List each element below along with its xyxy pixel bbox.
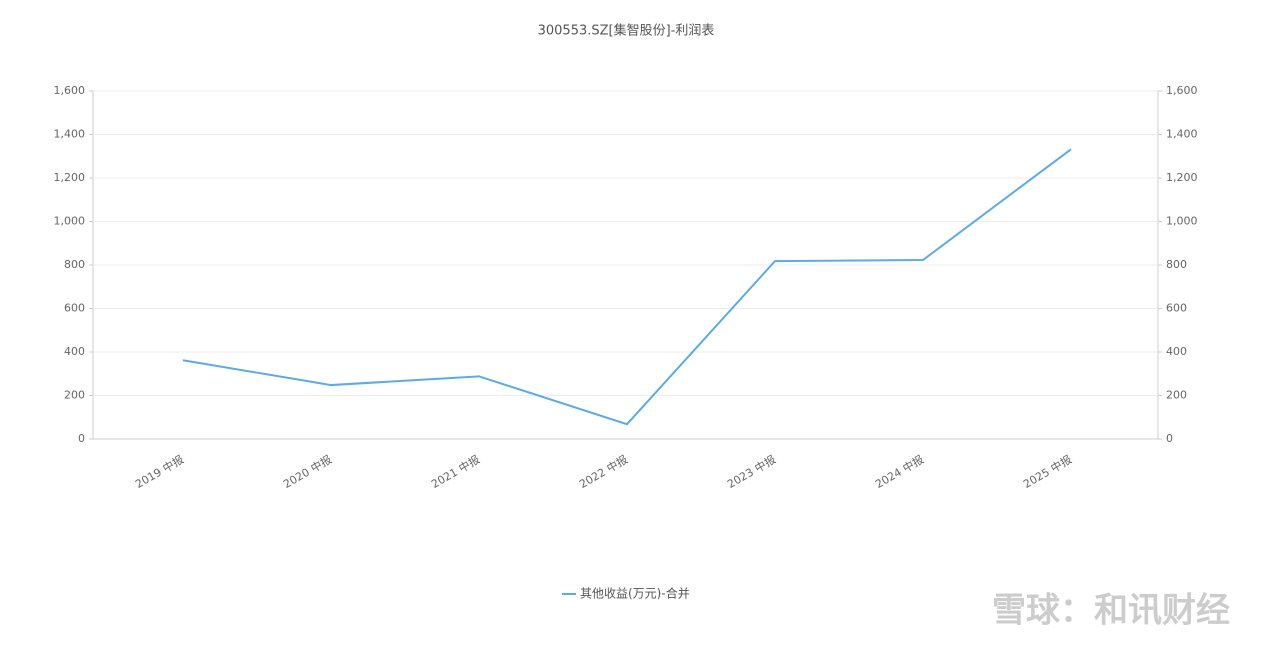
x-tick-label: 2025 中报: [1021, 452, 1074, 491]
y2-tick-label: 1,600: [1166, 84, 1198, 97]
y-tick-label: 1,000: [54, 215, 86, 228]
x-tick-label: 2024 中报: [873, 452, 926, 491]
chart-title: 300553.SZ[集智股份]-利润表: [538, 23, 715, 39]
y2-tick-label: 0: [1166, 432, 1173, 445]
y-tick-label: 600: [64, 302, 85, 315]
x-tick-label: 2021 中报: [429, 452, 482, 491]
line: [182, 148, 1072, 426]
y-tick-label: 400: [64, 345, 85, 358]
y-tick-label: 200: [64, 389, 85, 402]
x-tick-label: 2023 中报: [725, 452, 778, 491]
x-tick-label: 2022 中报: [577, 452, 630, 491]
y2-tick-label: 400: [1166, 345, 1187, 358]
x-tick-label: 2019 中报: [133, 452, 186, 491]
y-tick-label: 1,400: [54, 128, 86, 141]
x-tick-label: 2020 中报: [281, 452, 334, 491]
watermark: 雪球：和讯财经: [992, 591, 1230, 631]
y-tick-label: 1,600: [54, 84, 86, 97]
y2-tick-label: 1,400: [1166, 128, 1198, 141]
y2-tick-label: 600: [1166, 302, 1187, 315]
y2-tick-label: 1,000: [1166, 215, 1198, 228]
y-tick-label: 1,200: [54, 171, 86, 184]
legend-label: 其他收益(万元)-合并: [580, 586, 690, 601]
y2-tick-label: 800: [1166, 258, 1187, 271]
y2-tick-label: 200: [1166, 389, 1187, 402]
y2-tick-label: 1,200: [1166, 171, 1198, 184]
y-tick-label: 0: [78, 432, 85, 445]
y-tick-label: 800: [64, 258, 85, 271]
